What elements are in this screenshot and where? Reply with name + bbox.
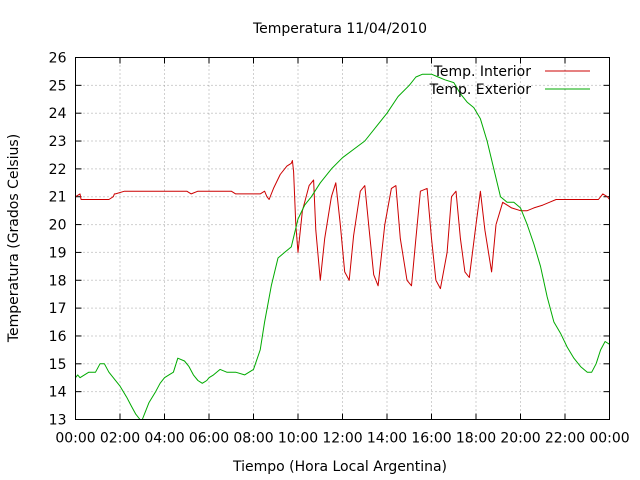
x-tick-label: 06:00: [189, 431, 229, 447]
y-tick-label: 26: [49, 51, 67, 67]
y-tick-label: 23: [49, 134, 67, 150]
x-axis-label: Tiempo (Hora Local Argentina): [232, 459, 447, 475]
x-tick-label: 22:00: [545, 431, 585, 447]
series-line-interior: [75, 160, 610, 290]
y-tick-label: 15: [49, 357, 67, 373]
x-tick-label: 12:00: [322, 431, 362, 447]
y-tick-label: 13: [49, 413, 67, 429]
x-tick-label: 10:00: [278, 431, 318, 447]
y-tick-label: 25: [49, 78, 67, 94]
y-tick-label: 18: [49, 273, 67, 289]
x-tick-label: 08:00: [233, 431, 273, 447]
x-tick-label: 20:00: [500, 431, 540, 447]
x-tick-label: 16:00: [411, 431, 451, 447]
y-tick-label: 17: [49, 301, 67, 317]
tick-layer: [75, 57, 610, 420]
x-tick-label: 14:00: [367, 431, 407, 447]
y-axis-label: Temperatura (Grados Celsius): [6, 134, 22, 343]
chart-title: Temperatura 11/04/2010: [252, 21, 427, 37]
legend-label-exterior: Temp. Exterior: [429, 82, 532, 98]
x-tick-label: 00:00: [55, 431, 95, 447]
grid-layer: [75, 57, 610, 420]
legend: Temp. Interior Temp. Exterior: [429, 64, 590, 98]
plot-frame: [75, 57, 610, 420]
y-tick-label: 24: [49, 106, 67, 122]
y-tick-label: 20: [49, 218, 67, 234]
x-tick-label: 00:00: [589, 431, 629, 447]
x-tick-label: 04:00: [144, 431, 184, 447]
y-tick-label: 14: [49, 385, 67, 401]
y-tick-label: 21: [49, 190, 67, 206]
x-tick-label: 02:00: [100, 431, 140, 447]
x-tick-label: 18:00: [456, 431, 496, 447]
y-tick-labels: 13 14 15 16 17 18 19 20 21 22 23 24 25 26: [49, 51, 67, 429]
x-tick-labels: 00:00 02:00 04:00 06:00 08:00 10:00 12:00 14:00…: [55, 431, 629, 447]
y-tick-label: 22: [49, 162, 67, 178]
legend-label-interior: Temp. Interior: [433, 64, 532, 80]
y-tick-label: 19: [49, 245, 67, 261]
y-tick-label: 16: [49, 329, 67, 345]
